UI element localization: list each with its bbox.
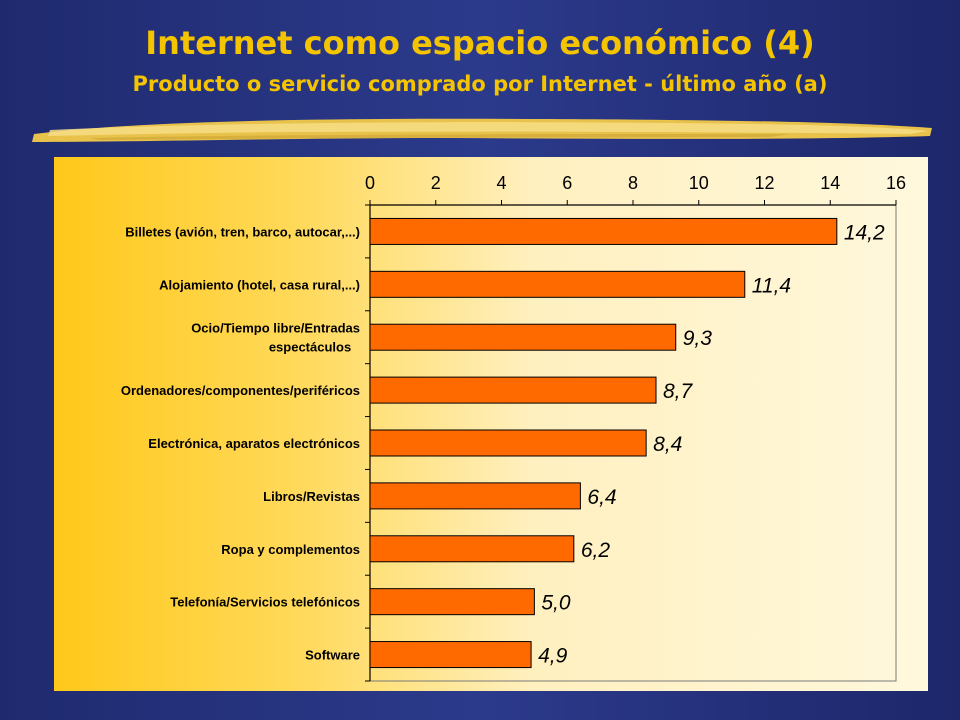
x-tick-label: 14 (820, 173, 840, 193)
category-label: Alojamiento (hotel, casa rural,...) (159, 277, 360, 292)
category-label: Software (305, 648, 360, 663)
category-label: espectáculos (269, 340, 351, 355)
x-tick-label: 2 (431, 173, 441, 193)
bar (369, 323, 677, 351)
slide-title: Internet como espacio económico (4) (145, 24, 815, 62)
brush-stroke-divider (32, 118, 932, 142)
x-tick-label: 12 (754, 173, 774, 193)
value-label: 4,9 (538, 645, 568, 668)
bar (369, 270, 746, 298)
value-label: 11,4 (752, 274, 791, 297)
category-label: Telefonía/Servicios telefónicos (170, 595, 360, 610)
x-tick-label: 6 (562, 173, 572, 193)
bar (369, 482, 581, 510)
x-tick-label: 10 (689, 173, 709, 193)
x-tick-label: 0 (365, 173, 375, 193)
bar (369, 376, 657, 404)
category-label: Ropa y complementos (221, 542, 360, 557)
bar (369, 217, 838, 245)
value-label: 14,2 (844, 221, 885, 244)
chart-panel: 0 2 4 6 8 10 12 14 16 Billetes (avión, tren, barc… (54, 157, 928, 691)
bar (369, 429, 647, 457)
bar (369, 588, 535, 616)
value-label: 8,7 (663, 380, 694, 403)
category-label: Billetes (avión, tren, barco, autocar,..… (125, 224, 360, 239)
category-label: Electrónica, aparatos electrónicos (148, 436, 360, 451)
x-tick-label: 4 (496, 173, 506, 193)
value-label: 5,0 (541, 592, 571, 615)
value-label: 9,3 (683, 327, 713, 350)
x-tick-label: 16 (886, 173, 906, 193)
value-label: 6,2 (581, 539, 611, 562)
category-label: Ocio/Tiempo libre/Entradas (191, 321, 360, 336)
slide-subtitle: Producto o servicio comprado por Interne… (132, 72, 828, 96)
bar (369, 641, 532, 669)
value-label: 6,4 (587, 486, 616, 509)
x-tick-label: 8 (628, 173, 638, 193)
bar-chart: 0 2 4 6 8 10 12 14 16 Billetes (avión, tren, barc… (121, 173, 906, 682)
category-label: Ordenadores/componentes/periféricos (121, 383, 360, 398)
value-label: 8,4 (653, 433, 682, 456)
bar (369, 535, 575, 563)
category-label: Libros/Revistas (263, 489, 360, 504)
